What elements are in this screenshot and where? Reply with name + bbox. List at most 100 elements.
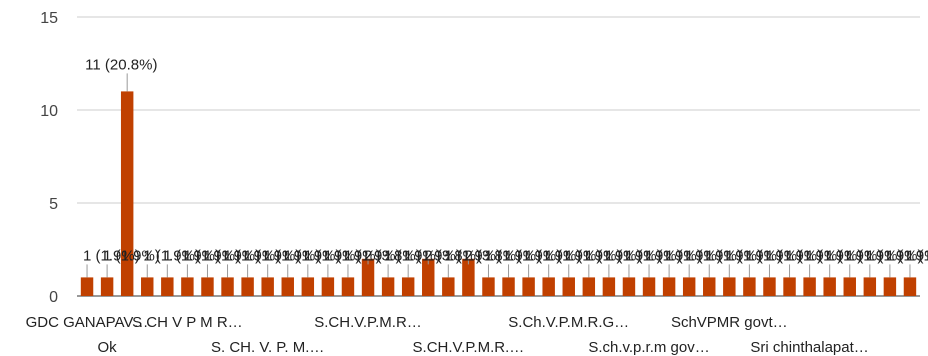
data-label: 1 (1.9%)	[605, 247, 662, 264]
bar	[442, 277, 455, 296]
bar	[201, 277, 214, 296]
data-label: 1 (1.9%)	[505, 247, 562, 264]
x-axis-label: S.CH.V.P.M.R.…	[413, 339, 525, 356]
data-label-leaders	[86, 73, 911, 278]
data-label: 1 (1.9%)	[765, 247, 822, 264]
bar	[361, 258, 375, 296]
data-label: 1 (1.9%)	[404, 247, 461, 264]
bar	[602, 277, 616, 296]
bar	[141, 277, 154, 296]
bar	[682, 277, 696, 296]
bar	[161, 277, 174, 296]
gridlines	[77, 16, 920, 297]
bar	[422, 258, 435, 296]
bar	[823, 277, 836, 296]
y-tick-label: 0	[49, 289, 58, 306]
bar	[120, 91, 134, 297]
data-labels: 1 (1.9%)1 (1.9%)11 (20.8%)1 (1.9%)1 (1.9…	[83, 56, 928, 264]
data-label: 1 (1.9%)	[906, 247, 928, 264]
data-label: 1 (1.9%)	[304, 247, 361, 264]
data-label: 1 (1.9%)	[665, 247, 722, 264]
x-axis-label: S. CH. V. P. M.…	[211, 339, 324, 356]
x-axis-label: S CH V P M R…	[132, 314, 243, 331]
bar	[562, 277, 575, 296]
data-label: 1 (1.9%)	[83, 247, 140, 264]
data-label: 1 (1.9%)	[786, 247, 843, 264]
data-label: 1 (1.9%)	[163, 247, 220, 264]
bar	[903, 277, 917, 296]
data-label: 1 (1.9%)	[384, 247, 441, 264]
bar	[863, 277, 877, 296]
x-axis-label: Ok	[98, 339, 118, 356]
data-label: 1 (1.9%)	[645, 247, 702, 264]
y-tick-label: 5	[49, 196, 58, 213]
data-label: 1 (1.9%)	[284, 247, 341, 264]
data-label: 1 (1.9%)	[806, 247, 863, 264]
x-axis-label: S.Ch.V.P.M.R.G…	[508, 314, 629, 331]
bar	[542, 277, 555, 296]
data-label: 1 (1.9%)	[565, 247, 622, 264]
data-label: 1 (1.9%)	[344, 247, 401, 264]
bar	[642, 277, 656, 296]
data-label: 2 (3.8%)	[424, 247, 481, 264]
bar	[261, 277, 274, 296]
bar	[883, 277, 897, 296]
y-tick-label: 10	[40, 103, 58, 120]
bar	[381, 277, 395, 296]
bar	[181, 277, 194, 296]
bar	[703, 277, 716, 296]
bar	[321, 277, 335, 296]
data-label: 1 (1.9%)	[846, 247, 903, 264]
data-label: 1 (1.9%)	[866, 247, 923, 264]
data-label: 11 (20.8%)	[85, 56, 157, 73]
data-label: 1 (1.9%)	[444, 247, 501, 264]
data-label: 1 (1.9%)	[886, 247, 928, 264]
bar	[743, 277, 756, 296]
x-axis-label: S.ch.v.p.r.m gov…	[588, 339, 709, 356]
bar	[100, 277, 114, 296]
bar	[341, 277, 355, 296]
y-tick-label: 15	[40, 10, 58, 27]
bar	[723, 277, 736, 296]
data-label: 1 (1.9%)	[745, 247, 802, 264]
bar	[803, 277, 816, 296]
bar	[522, 277, 535, 296]
x-axis-label: Sri chinthalapat…	[750, 339, 868, 356]
bar	[843, 277, 856, 296]
data-label: 1 (1.9%)	[224, 247, 281, 264]
bar	[783, 277, 796, 296]
bar	[80, 277, 94, 296]
bar	[502, 277, 515, 296]
bar	[401, 277, 415, 296]
data-label: 1 (1.9%)	[103, 247, 160, 264]
data-label: 1 (1.9%)	[324, 247, 381, 264]
data-label: 1 (1.9%)	[525, 247, 582, 264]
bar	[763, 277, 776, 296]
data-label: 1 (1.9%)	[685, 247, 742, 264]
bar	[482, 277, 495, 296]
x-axis-labels: GDC GANAPAV… Ok S CH V P M R… S. CH. V. P. …	[26, 314, 869, 356]
data-label: 1 (1.9%)	[826, 247, 883, 264]
data-label: 1 (1.9%)	[545, 247, 602, 264]
data-label: 1 (1.9%)	[244, 247, 301, 264]
data-label: 1 (1.9%)	[203, 247, 260, 264]
bar	[241, 277, 254, 296]
x-axis-label: SchVPMR govt…	[671, 314, 788, 331]
data-label: 1 (1.9%)	[705, 247, 762, 264]
bar	[221, 277, 234, 296]
data-label: 2 (3.8%)	[364, 247, 421, 264]
data-label: 1 (1.9%)	[484, 247, 541, 264]
data-label: 1 (1.9%)	[264, 247, 321, 264]
x-axis-label: S.CH.V.P.M.R…	[314, 314, 422, 331]
bar	[582, 277, 596, 296]
data-label: 1 (1.9%)	[143, 247, 200, 264]
bars	[80, 91, 917, 297]
data-label: 2 (3.8%)	[464, 247, 521, 264]
bar	[622, 277, 636, 296]
data-label: 1 (1.9%)	[725, 247, 782, 264]
data-label: 1 (1.9%)	[585, 247, 642, 264]
y-axis-ticks: 0 5 10 15	[40, 10, 58, 306]
x-axis-label: GDC GANAPAV…	[26, 314, 149, 331]
